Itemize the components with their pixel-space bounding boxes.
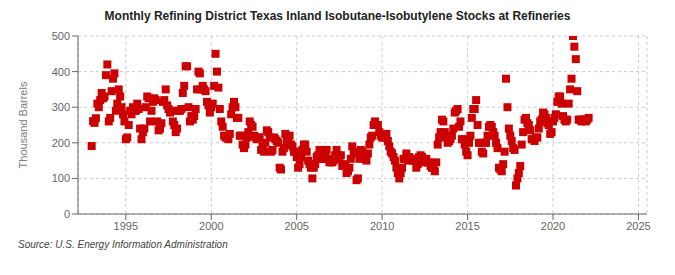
svg-text:2010: 2010 — [370, 220, 394, 232]
svg-text:0: 0 — [64, 208, 70, 220]
svg-text:2020: 2020 — [541, 220, 565, 232]
html-text:Monthly Refining District Texa: Monthly Refining District Texas Inland I… — [104, 9, 571, 23]
svg-text:200: 200 — [52, 137, 70, 149]
svg-text:400: 400 — [52, 66, 70, 78]
svg-text:300: 300 — [52, 101, 70, 113]
svg-text:500: 500 — [52, 30, 70, 42]
svg-text:100: 100 — [52, 172, 70, 184]
svg-text:1995: 1995 — [114, 220, 138, 232]
svg-text:2000: 2000 — [199, 220, 223, 232]
svg-text:2005: 2005 — [284, 220, 308, 232]
svg-text:2015: 2015 — [455, 220, 479, 232]
svg-text:Thousand Barrels: Thousand Barrels — [17, 81, 29, 168]
html-text:Source: U.S. Energy Informatio: Source: U.S. Energy Information Administ… — [18, 239, 228, 250]
svg-text:2025: 2025 — [626, 220, 650, 232]
